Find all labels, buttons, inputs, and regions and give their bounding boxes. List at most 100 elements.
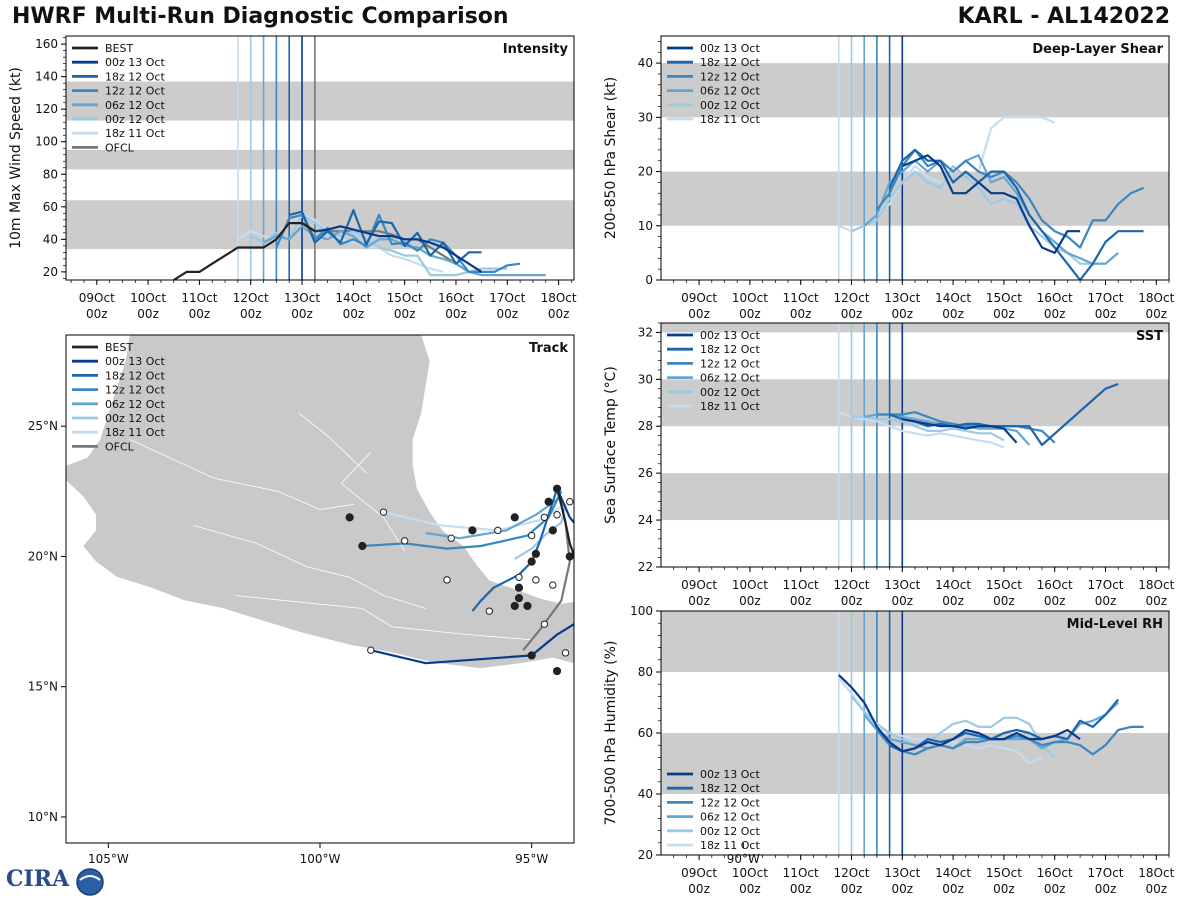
band-sst-0 <box>661 473 1169 521</box>
xtick-label-intensity: 00z <box>291 307 313 321</box>
ytick-label-shear: 30 <box>638 110 653 124</box>
xtick-label-intensity: 10Oct <box>130 291 166 305</box>
track-point-filled <box>583 652 590 659</box>
ytick-label-intensity: 160 <box>35 37 58 51</box>
ytick-label-sst: 32 <box>638 325 653 339</box>
legend-label-r12z12: 12z 12 Oct <box>700 357 760 370</box>
ytick-label-shear: 40 <box>638 56 653 70</box>
panel-title-track: Track <box>529 341 568 356</box>
xtick-label-shear: 10Oct <box>732 291 768 305</box>
xtick-label-intensity: 00z <box>394 307 416 321</box>
band-rh-0 <box>661 733 1169 794</box>
xtick-label-sst: 16Oct <box>1037 578 1073 592</box>
series-intensity-r18z12 <box>288 209 482 265</box>
track-point-filled <box>510 513 519 522</box>
xtick-label-shear: 00z <box>942 307 964 321</box>
band-intensity-2 <box>66 81 574 121</box>
xtick-label-sst: 00z <box>1044 594 1066 608</box>
ytick-label-shear: 0 <box>645 273 653 287</box>
legend-label-r00z13: 00z 13 Oct <box>700 42 760 55</box>
xtick-label-rh: 18Oct <box>1138 866 1174 880</box>
track-point-open <box>400 537 409 545</box>
land-mass <box>66 335 574 669</box>
track-point-filled <box>527 557 536 566</box>
legend-label-r00z12: 00z 12 Oct <box>700 99 760 112</box>
track-point-open <box>485 607 494 615</box>
xtick-label-shear: 13Oct <box>884 291 920 305</box>
series-shear-r06z12 <box>863 154 1119 265</box>
track-point-open <box>540 513 549 522</box>
track-best <box>556 488 574 559</box>
track-point-open <box>443 576 451 584</box>
xtick-label-sst: 00z <box>739 594 761 608</box>
legend-label-r00z12: 00z 12 Oct <box>700 386 760 399</box>
plot-area-track <box>66 335 649 676</box>
legend-label-best: BEST <box>105 341 133 354</box>
panel-title-rh: Mid-Level RH <box>1067 617 1163 632</box>
xtick-label-intensity: 14Oct <box>335 291 371 305</box>
track-point-filled <box>510 601 519 611</box>
plot-area-sst <box>661 323 1169 567</box>
legend-label-r06z12: 06z 12 Oct <box>700 85 760 98</box>
panel-title-sst: SST <box>1136 329 1163 344</box>
track-point-filled <box>552 484 562 493</box>
track-point-open <box>630 566 636 572</box>
ytick-label-track: 25°N <box>28 419 58 433</box>
xtick-label-rh: 09Oct <box>681 866 717 880</box>
state-border <box>235 595 532 641</box>
series-intensity-r00z13 <box>301 222 483 273</box>
legend-label-r00z13: 00z 13 Oct <box>700 329 760 342</box>
legend-label-r18z12: 18z 12 Oct <box>700 56 760 69</box>
xtick-label-sst: 00z <box>1095 594 1117 608</box>
ytick-label-rh: 20 <box>638 848 653 862</box>
ytick-label-intensity: 60 <box>43 200 58 214</box>
legend-label-r18z11: 18z 11 Oct <box>105 426 165 439</box>
xtick-label-intensity: 00z <box>445 307 467 321</box>
track-point-filled <box>592 532 599 539</box>
track-point-filled <box>531 549 541 558</box>
xtick-label-intensity: 00z <box>497 307 519 321</box>
track-point-filled <box>514 594 524 603</box>
xtick-label-shear: 14Oct <box>935 291 971 305</box>
series-sst-r12z12 <box>876 411 1056 444</box>
series-sst-r00z13 <box>902 418 1018 444</box>
xtick-label-rh: 10Oct <box>732 866 768 880</box>
xtick-label-sst: 00z <box>993 594 1015 608</box>
series-shear-r00z12 <box>851 165 1106 265</box>
xtick-label-rh: 00z <box>1146 882 1168 896</box>
track-point-filled <box>642 636 649 643</box>
panel-rh: 20 40 60 80 100 09Oct 00z 10Oct 00z 11Oct 00z 12Oct… <box>603 604 1175 896</box>
panel-intensity: 20 40 60 80 100 120 140 160 09Oct 00z 10Oct 00z 11Oc… <box>8 35 577 321</box>
storm-id: KARL - AL142022 <box>957 4 1170 29</box>
xtick-label-shear: 00z <box>739 307 761 321</box>
figure-title: HWRF Multi-Run Diagnostic Comparison <box>12 4 509 29</box>
xtick-label-rh: 00z <box>1095 882 1117 896</box>
track-point-filled <box>552 666 562 676</box>
ylabel-sst: Sea Surface Temp (°C) <box>603 366 619 524</box>
xtick-label-intensity: 18Oct <box>541 291 577 305</box>
track-point-open <box>515 573 523 581</box>
xtick-label-sst: 10Oct <box>732 578 768 592</box>
ytick-label-intensity: 140 <box>35 70 58 84</box>
xtick-label-intensity: 16Oct <box>438 291 474 305</box>
cira-logo-mark <box>76 868 104 896</box>
xtick-label-track: 100°W <box>300 852 341 866</box>
state-border <box>129 438 354 510</box>
panel-title-shear: Deep-Layer Shear <box>1032 42 1163 57</box>
legend-label-r18z11: 18z 11 Oct <box>105 127 165 140</box>
xtick-label-shear: 16Oct <box>1037 291 1073 305</box>
track-point-open <box>549 581 557 589</box>
track-point-open <box>566 498 574 506</box>
track-point-filled <box>625 581 632 588</box>
track-point-filled <box>548 526 557 535</box>
ytick-label-rh: 60 <box>638 726 653 740</box>
xtick-label-shear: 00z <box>688 307 710 321</box>
xtick-label-rh: 13Oct <box>884 866 920 880</box>
legend-label-r12z12: 12z 12 Oct <box>700 796 760 809</box>
xtick-label-sst: 14Oct <box>935 578 971 592</box>
series-rh-r00z12 <box>850 695 1056 759</box>
legend-label-best: BEST <box>105 42 133 55</box>
